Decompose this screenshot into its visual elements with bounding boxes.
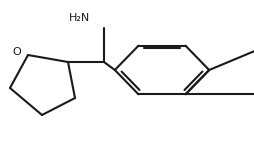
Text: H₂N: H₂N xyxy=(69,13,90,23)
Text: O: O xyxy=(12,47,21,57)
